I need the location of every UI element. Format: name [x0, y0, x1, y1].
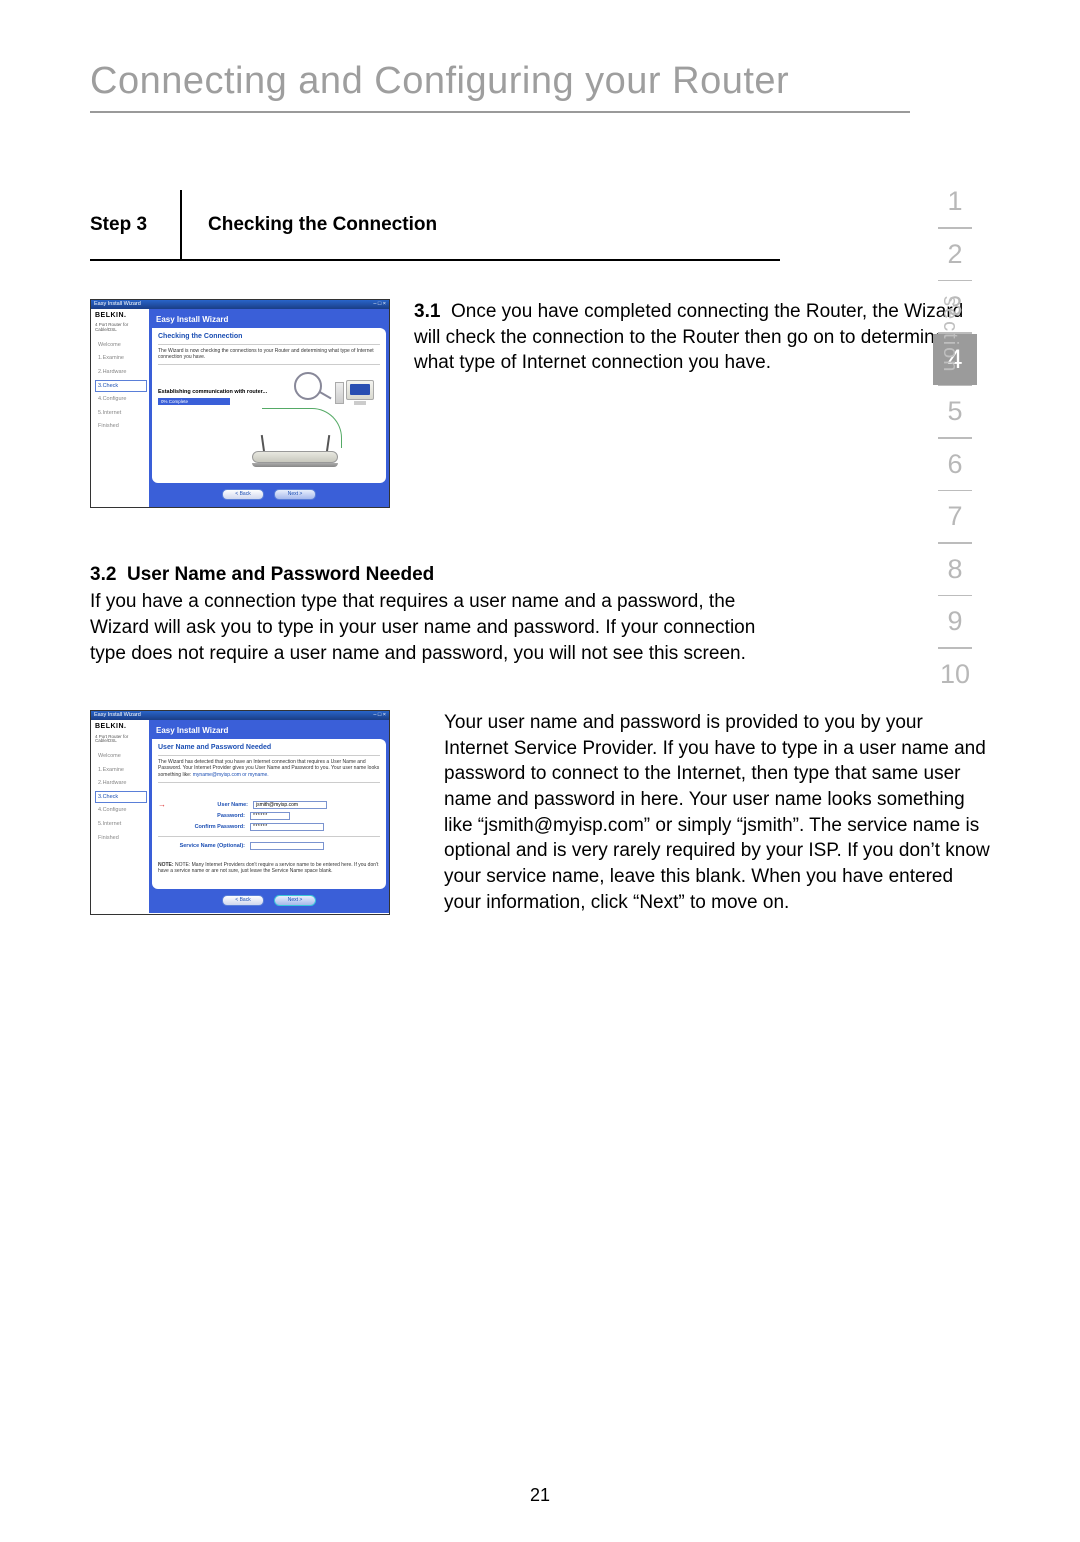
username-label: User Name: — [169, 802, 253, 809]
confirm-password-input[interactable]: ****** — [250, 823, 324, 831]
section-nav-item[interactable]: 8 — [916, 544, 994, 595]
wizard-step[interactable]: 1.Examine — [95, 764, 147, 777]
step-divider — [180, 190, 182, 260]
wizard-step[interactable]: Welcome — [95, 750, 147, 763]
panel-note: NOTE: NOTE: Many Internet Providers don'… — [158, 862, 380, 874]
wizard-step[interactable]: 2.Hardware — [95, 366, 147, 379]
service-name-label: Service Name (Optional): — [158, 843, 250, 850]
panel-text: The Wizard has detected that you have an… — [158, 759, 380, 778]
row-3-2: Easy Install Wizard – □ × BELKIN. 4 Port… — [90, 710, 990, 915]
panel-text: The Wizard is now checking the connectio… — [158, 348, 380, 361]
section-nav-item[interactable]: 6 — [916, 439, 994, 490]
window-title: Easy Install Wizard — [94, 712, 141, 719]
wizard-step[interactable]: 3.Check — [95, 791, 147, 804]
window-controls-icon: – □ × — [373, 712, 386, 719]
para-3-2a: If you have a connection type that requi… — [90, 589, 780, 666]
magnifier-icon — [294, 372, 322, 400]
wizard-step[interactable]: 3.Check — [95, 380, 147, 393]
confirm-password-label: Confirm Password: — [158, 824, 250, 831]
panel-heading: Checking the Connection — [158, 333, 380, 341]
next-button[interactable]: Next > — [274, 489, 316, 500]
progress-bar: 0% Complete — [158, 398, 230, 405]
chapter-rule — [90, 111, 910, 113]
sub-3-2-num: 3.2 — [90, 564, 116, 585]
section-nav-item[interactable]: 5 — [916, 386, 994, 437]
step-title: Checking the Connection — [208, 214, 437, 236]
wizard-app-title: Easy Install Wizard — [152, 723, 386, 739]
wizard-step[interactable]: 4.Configure — [95, 393, 147, 406]
window-controls-icon: – □ × — [373, 301, 386, 308]
wizard-sidebar: BELKIN. 4 Port Router for Cable/DSL Welc… — [91, 720, 149, 913]
section-nav-item[interactable]: 9 — [916, 596, 994, 647]
para-3-2b: Your user name and password is provided … — [414, 710, 990, 915]
step-header: Step 3 Checking the Connection — [90, 203, 990, 247]
wizard-step[interactable]: 1.Examine — [95, 352, 147, 365]
section-nav-item[interactable]: 1 — [916, 176, 994, 227]
window-titlebar: Easy Install Wizard – □ × — [91, 711, 389, 720]
router-icon — [252, 451, 338, 467]
page-number: 21 — [530, 1485, 550, 1506]
sub-3-2-title: User Name and Password Needed — [127, 564, 434, 585]
back-button[interactable]: < Back — [222, 895, 264, 906]
back-button[interactable]: < Back — [222, 489, 264, 500]
step-rule — [90, 259, 780, 261]
section-nav: section 12345678910 — [916, 176, 994, 700]
password-label: Password: — [158, 813, 250, 820]
para-3-1-text: Once you have completed connecting the R… — [414, 301, 963, 373]
para-3-1: 3.1 Once you have completed connecting t… — [414, 299, 990, 508]
wizard-step[interactable]: Finished — [95, 832, 147, 845]
wizard-step[interactable]: 5.Internet — [95, 407, 147, 420]
section-nav-item[interactable]: 10 — [916, 649, 994, 700]
screenshot-user-password: Easy Install Wizard – □ × BELKIN. 4 Port… — [90, 710, 390, 915]
window-title: Easy Install Wizard — [94, 301, 141, 308]
password-input[interactable]: ****** — [250, 812, 290, 820]
panel-heading: User Name and Password Needed — [158, 744, 380, 752]
chapter-title: Connecting and Configuring your Router — [90, 60, 990, 103]
section-nav-item[interactable]: 2 — [916, 229, 994, 280]
arrow-icon: → — [158, 803, 166, 807]
service-name-input[interactable] — [250, 842, 324, 850]
router-diagram — [228, 374, 378, 469]
next-button[interactable]: Next > — [274, 895, 316, 906]
section-label: section — [938, 296, 961, 373]
row-3-1: Easy Install Wizard – □ × BELKIN. 4 Port… — [90, 299, 990, 508]
screenshot-checking-connection: Easy Install Wizard – □ × BELKIN. 4 Port… — [90, 299, 390, 508]
username-input[interactable]: jsmith@myisp.com — [253, 801, 327, 809]
section-nav-item[interactable]: 7 — [916, 491, 994, 542]
wizard-sidebar: BELKIN. 4 Port Router for Cable/DSL Welc… — [91, 309, 149, 507]
belkin-logo: BELKIN. — [95, 723, 147, 731]
subsection-3-2: 3.2 User Name and Password Needed — [90, 562, 990, 588]
step-number: Step 3 — [90, 214, 180, 236]
wizard-step[interactable]: Finished — [95, 420, 147, 433]
window-titlebar: Easy Install Wizard – □ × — [91, 300, 389, 309]
wizard-main: Easy Install Wizard Checking the Connect… — [149, 309, 389, 507]
wizard-step[interactable]: Welcome — [95, 339, 147, 352]
wizard-step[interactable]: 4.Configure — [95, 804, 147, 817]
wizard-app-title: Easy Install Wizard — [152, 312, 386, 328]
logo-subtitle: 4 Port Router for Cable/DSL — [95, 735, 147, 744]
wizard-step[interactable]: 2.Hardware — [95, 777, 147, 790]
cable-icon — [262, 408, 342, 448]
wizard-step[interactable]: 5.Internet — [95, 818, 147, 831]
wizard-main: Easy Install Wizard User Name and Passwo… — [149, 720, 389, 913]
computer-icon — [336, 380, 374, 410]
logo-subtitle: 4 Port Router for Cable/DSL — [95, 323, 147, 332]
belkin-logo: BELKIN. — [95, 312, 147, 320]
para-3-1-num: 3.1 — [414, 301, 440, 322]
